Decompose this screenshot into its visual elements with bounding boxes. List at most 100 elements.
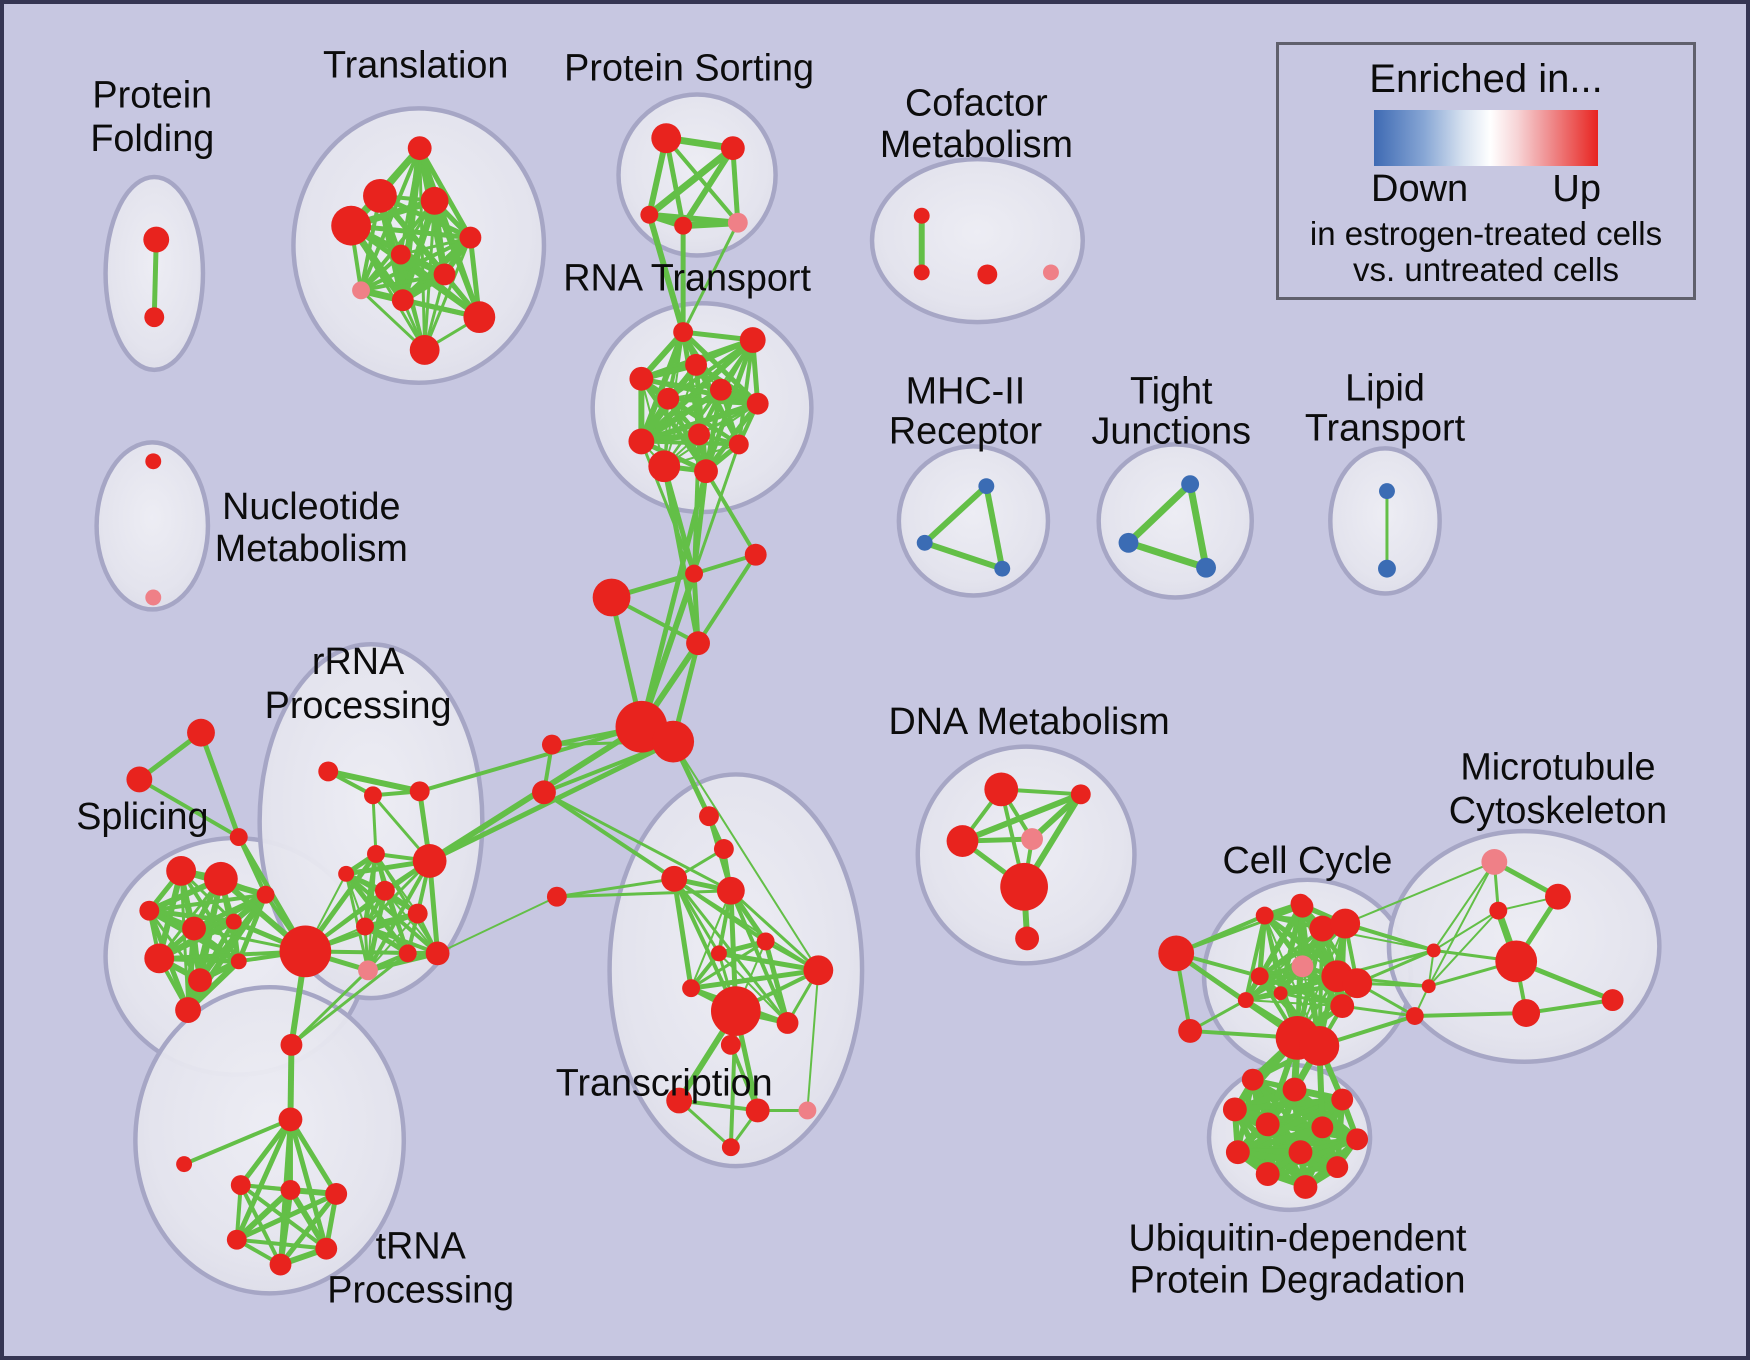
- edge: [400, 236, 471, 256]
- node-rna-transport-5: [709, 378, 732, 401]
- node-splicing-5: [144, 943, 175, 974]
- edge: [690, 967, 819, 991]
- node-hub-chain-2: [592, 578, 631, 617]
- node-cofactor-metabolism-0: [913, 207, 930, 224]
- node-translation-2: [420, 186, 449, 215]
- node-cell-cycle-14: [1299, 1025, 1340, 1066]
- legend-gradient-bar: [1374, 110, 1598, 166]
- node-nucleotide-metabolism-1: [145, 589, 162, 606]
- node-cofactor-metabolism-1: [913, 264, 930, 281]
- node-transcription-11: [666, 1087, 693, 1114]
- node-cofactor-metabolism-2: [977, 264, 998, 285]
- label-protein-folding: Protein: [92, 74, 212, 116]
- node-rna-transport-0: [673, 322, 694, 342]
- edge: [1298, 903, 1322, 1047]
- node-ubiquitin-degradation-5: [1331, 1088, 1354, 1111]
- node-microtubule-cytoskeleton-5: [1601, 989, 1624, 1012]
- label-cofactor-metabolism: Cofactor: [905, 82, 1048, 124]
- edge: [678, 1098, 758, 1113]
- node-translation-3: [331, 205, 371, 246]
- legend-caption-line2: vs. untreated cells: [1353, 251, 1619, 289]
- node-ubiquitin-degradation-6: [1346, 1128, 1369, 1151]
- node-transcription-12: [745, 1098, 770, 1123]
- node-ubiquitin-degradation-2: [1222, 1097, 1247, 1122]
- edge: [371, 795, 378, 855]
- node-dna-metabolism-3: [1021, 828, 1044, 850]
- edge: [638, 470, 709, 728]
- node-rna-transport-6: [746, 392, 769, 415]
- edge: [238, 1117, 293, 1187]
- edge: [696, 553, 758, 645]
- node-protein-folding-1: [144, 307, 165, 328]
- edge: [1174, 951, 1299, 1040]
- node-hub-chain-6: [541, 734, 562, 755]
- legend-caption: in estrogen-treated cells vs. untreated …: [1309, 215, 1663, 289]
- edge: [763, 940, 790, 1024]
- edge: [1344, 921, 1435, 953]
- edge: [1344, 861, 1495, 925]
- label-dna-metabolism: DNA Metabolism: [888, 701, 1169, 743]
- label-protein-sorting: Protein Sorting: [564, 48, 814, 90]
- node-hub-chain-0: [685, 564, 704, 583]
- edge: [704, 470, 758, 556]
- node-rrna-processing-3: [367, 845, 385, 863]
- node-rna-transport-7: [688, 423, 710, 446]
- cluster-ellipse-nucleotide-metabolism: [94, 440, 211, 612]
- node-transcription-14: [721, 1138, 740, 1157]
- node-trna-processing-0: [280, 1033, 303, 1056]
- edge: [983, 485, 1006, 570]
- label-microtubule-cytoskeleton: Cytoskeleton: [1449, 790, 1667, 832]
- node-trna-processing-7: [315, 1237, 338, 1260]
- node-cell-cycle-15: [1290, 893, 1311, 914]
- node-rrna-processing-11: [358, 960, 378, 981]
- legend-box: Enriched in... Down Up in estrogen-treat…: [1276, 42, 1696, 300]
- edge: [1245, 927, 1324, 1001]
- edge: [360, 272, 445, 293]
- edge: [437, 895, 558, 955]
- node-dna-metabolism-4: [1000, 862, 1048, 911]
- label-protein-folding: Folding: [90, 118, 214, 160]
- edge: [806, 970, 820, 1111]
- edge: [556, 877, 675, 899]
- node-transcription-2: [661, 865, 688, 892]
- node-rrna-processing-1: [364, 786, 382, 805]
- nodes: [126, 123, 1624, 1276]
- node-rrna-processing-4: [338, 865, 355, 882]
- node-mhc-ii-receptor-1: [916, 534, 933, 551]
- node-rrna-processing-9: [398, 944, 417, 963]
- label-tight-junctions: Junctions: [1091, 410, 1251, 452]
- node-splicing-3: [182, 916, 206, 941]
- legend-caption-line1: in estrogen-treated cells: [1309, 215, 1663, 252]
- edge: [1433, 909, 1499, 952]
- node-tight-junctions-0: [1181, 475, 1200, 494]
- edge: [367, 950, 439, 973]
- node-translation-10: [409, 335, 440, 365]
- label-nucleotide-metabolism: Nucleotide: [222, 486, 400, 528]
- node-rna-transport-2: [685, 353, 707, 376]
- node-trna-processing-1: [278, 1107, 303, 1132]
- node-transcription-3: [716, 876, 745, 905]
- label-rrna-processing: Processing: [265, 685, 452, 727]
- cluster-ellipse-trna-processing: [133, 984, 407, 1296]
- label-lipid-transport: Lipid: [1345, 368, 1425, 410]
- label-splicing: Splicing: [76, 796, 208, 838]
- node-translation-6: [433, 263, 456, 286]
- node-rna-transport-11: [694, 459, 718, 484]
- node-cell-cycle-1: [1178, 1018, 1203, 1043]
- edge: [235, 1191, 338, 1242]
- node-ubiquitin-degradation-10: [1326, 1156, 1349, 1179]
- edge: [234, 1118, 293, 1241]
- node-dna-metabolism-0: [984, 772, 1019, 807]
- node-ubiquitin-degradation-8: [1288, 1140, 1313, 1165]
- node-transcription-1: [713, 839, 734, 859]
- edge: [1186, 483, 1210, 569]
- node-hub-chain-7: [532, 780, 556, 805]
- node-rrna-processing-0: [318, 761, 339, 782]
- node-translation-1: [363, 178, 397, 213]
- node-splicing-satellite-2: [229, 828, 248, 847]
- node-cell-cycle-2: [1255, 906, 1274, 925]
- label-nucleotide-metabolism: Metabolism: [215, 528, 408, 570]
- edge: [703, 389, 724, 472]
- node-mhc-ii-receptor-0: [978, 478, 995, 495]
- node-trna-processing-3: [230, 1175, 251, 1195]
